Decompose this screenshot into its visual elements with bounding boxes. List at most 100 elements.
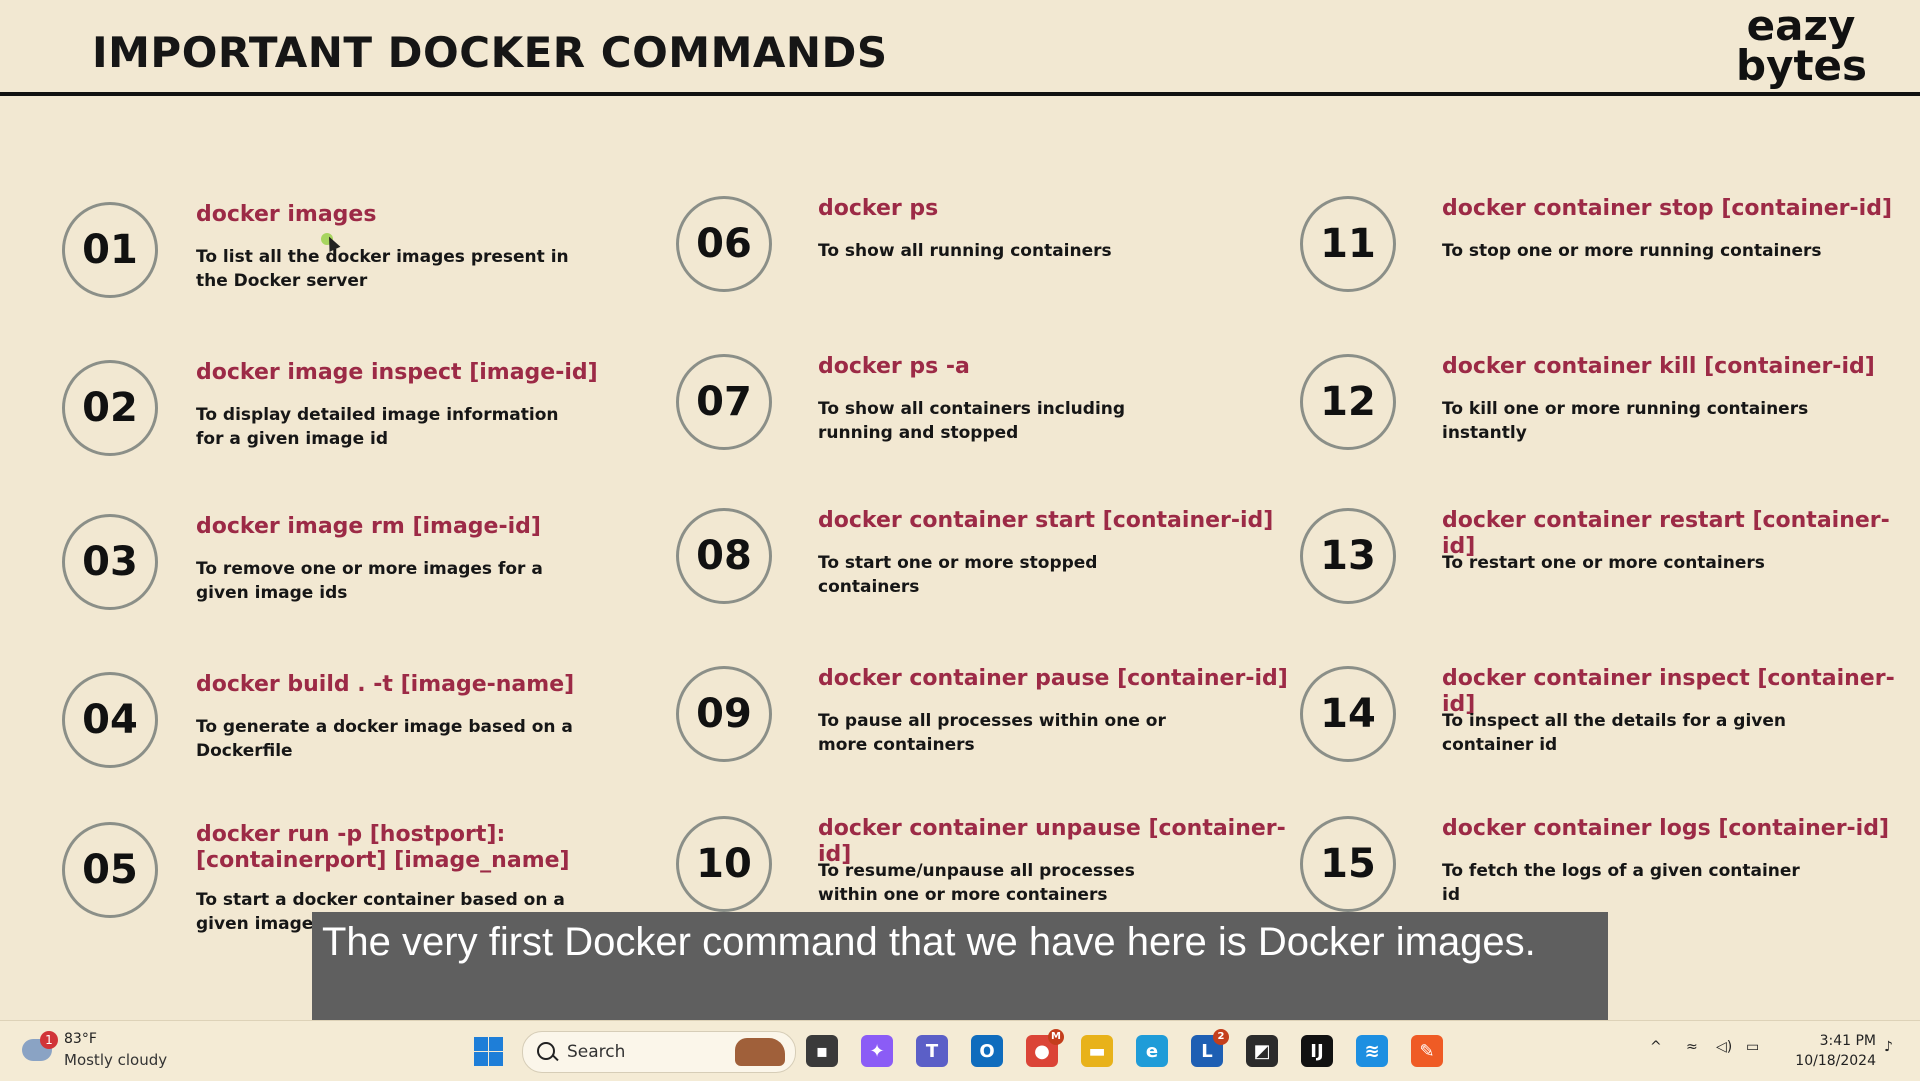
postman-icon[interactable]: ✎ [1411, 1035, 1443, 1067]
command-description: To fetch the logs of a given container i… [1442, 861, 1800, 905]
command-card: 06 docker ps To show all running container… [676, 196, 1276, 332]
search-icon [537, 1042, 555, 1060]
chevron-up-icon[interactable]: ^ [1650, 1039, 1662, 1055]
command-card: 10 docker container unpause [container-id… [676, 816, 1286, 952]
app-glyph: ≋ [1364, 1040, 1380, 1062]
command-name: docker image rm [image-id] [196, 514, 541, 539]
header-divider [0, 92, 1920, 96]
edge-icon[interactable]: e [1136, 1035, 1168, 1067]
command-number: 12 [1300, 354, 1396, 450]
command-number: 01 [62, 202, 158, 298]
command-description: To start one or more stopped containers [818, 553, 1098, 597]
command-card: 07 docker ps -a To show all containers inc… [676, 354, 1276, 490]
command-number: 15 [1300, 816, 1396, 912]
teams-icon[interactable]: T [916, 1035, 948, 1067]
file-explorer-icon[interactable]: ▬ [1081, 1035, 1113, 1067]
chrome-icon[interactable]: ● M [1026, 1029, 1064, 1067]
command-card: 05 docker run -p [hostport]:[containerpor… [62, 822, 662, 952]
task-view-icon[interactable]: ▪ [806, 1035, 838, 1067]
command-description: To resume/unpause all processes within o… [818, 861, 1135, 905]
command-name: docker build . -t [image-name] [196, 672, 575, 697]
app-glyph: ✎ [1419, 1040, 1435, 1062]
logo-line-2: bytes [1736, 41, 1868, 90]
command-name: docker container pause [container-id] [818, 666, 1288, 691]
taskbar-search[interactable]: Search [522, 1031, 796, 1073]
app-glyph: T [925, 1040, 939, 1062]
app-badge: M [1048, 1029, 1064, 1045]
command-number: 14 [1300, 666, 1396, 762]
command-name: docker container inspect [container-id] [1442, 666, 1895, 717]
app-glyph: e [1145, 1040, 1159, 1062]
command-description: To list all the docker images present in… [196, 247, 569, 291]
subtitle-caption: The very first Docker command that we ha… [312, 912, 1608, 1020]
command-number: 03 [62, 514, 158, 610]
weather-widget[interactable]: 1 83°F Mostly cloudy [22, 1031, 182, 1073]
command-name: docker container stop [container-id] [1442, 196, 1893, 221]
app-glyph: O [979, 1040, 995, 1062]
command-name: docker container restart [container-id] [1442, 508, 1890, 559]
docker-icon[interactable]: ≋ [1356, 1035, 1388, 1067]
command-number: 09 [676, 666, 772, 762]
command-number: 04 [62, 672, 158, 768]
volume-icon[interactable]: ◁) [1716, 1039, 1733, 1055]
clock-time: 3:41 PM [1819, 1033, 1876, 1049]
command-card: 02 docker image inspect [image-id] To disp… [62, 360, 662, 490]
app-glyph: ✦ [869, 1040, 885, 1062]
command-card: 03 docker image rm [image-id] To remove on… [62, 514, 662, 644]
outlook-icon[interactable]: O [971, 1035, 1003, 1067]
app-glyph: L [1201, 1040, 1213, 1062]
command-card: 08 docker container start [container-id] T… [676, 508, 1276, 644]
battery-icon[interactable]: ▭ [1746, 1039, 1760, 1055]
copilot-icon[interactable]: ✦ [861, 1035, 893, 1067]
wifi-icon[interactable]: ≈ [1686, 1039, 1698, 1055]
page-title: IMPORTANT DOCKER COMMANDS [92, 28, 888, 77]
command-card: 14 docker container inspect [container-id… [1300, 666, 1900, 802]
command-name: docker container logs [container-id] [1442, 816, 1890, 841]
command-card: 11 docker container stop [container-id] To… [1300, 196, 1900, 332]
command-description: To kill one or more running containers i… [1442, 399, 1809, 443]
command-description: To generate a docker image based on a Do… [196, 717, 573, 761]
command-number: 07 [676, 354, 772, 450]
command-card: 13 docker container restart [container-id… [1300, 508, 1900, 644]
logo-line-1: eazy [1746, 1, 1856, 50]
command-description: To start a docker container based on a g… [196, 890, 565, 934]
notification-bell-icon[interactable]: ♪ [1884, 1039, 1893, 1055]
command-description: To show all containers including running… [818, 399, 1126, 443]
app-badge: 2 [1213, 1029, 1229, 1045]
command-card: 15 docker container logs [container-id] To… [1300, 816, 1900, 952]
command-name: docker ps -a [818, 354, 970, 379]
search-highlight-image [735, 1038, 785, 1066]
command-number: 02 [62, 360, 158, 456]
weather-temperature: 83°F [64, 1031, 97, 1047]
command-number: 08 [676, 508, 772, 604]
weather-badge: 1 [40, 1031, 58, 1049]
command-card: 12 docker container kill [container-id] To… [1300, 354, 1900, 490]
command-number: 11 [1300, 196, 1396, 292]
command-description: To stop one or more running containers [1442, 241, 1822, 261]
command-description: To remove one or more images for a given… [196, 559, 543, 603]
weather-description: Mostly cloudy [64, 1051, 168, 1069]
app-glyph: ▬ [1088, 1040, 1106, 1062]
command-card: 09 docker container pause [container-id] T… [676, 666, 1288, 802]
command-number: 13 [1300, 508, 1396, 604]
command-name: docker images [196, 202, 377, 227]
command-name: docker container kill [container-id] [1442, 354, 1875, 379]
command-description: To restart one or more containers [1442, 553, 1765, 573]
app-glyph: ● [1034, 1040, 1050, 1062]
app-glyph: IJ [1310, 1040, 1324, 1062]
command-card: 01 docker images To list all the docker im… [62, 202, 662, 332]
taskbar: 1 83°F Mostly cloudy Search ▪ ✦ T O ● M ▬ e L 2 ◩ I… [0, 1020, 1920, 1081]
command-name: docker ps [818, 196, 939, 221]
system-clock[interactable]: 3:41 PM 10/18/2024 [1780, 1031, 1876, 1071]
slide: IMPORTANT DOCKER COMMANDS eazy bytes 01 d… [0, 1, 1920, 1020]
eazybytes-logo: eazy bytes [1736, 1, 1868, 90]
command-name: docker container unpause [container-id] [818, 816, 1286, 867]
cursor-highlight [321, 233, 333, 245]
windows-start-icon[interactable] [472, 1035, 504, 1067]
sticky-notes-icon[interactable]: ◩ [1246, 1035, 1278, 1067]
intellij-icon[interactable]: IJ [1301, 1035, 1333, 1067]
command-description: To inspect all the details for a given c… [1442, 711, 1786, 755]
app-glyph: ▪ [815, 1040, 829, 1062]
command-card: 04 docker build . -t [image-name] To gener… [62, 672, 662, 802]
